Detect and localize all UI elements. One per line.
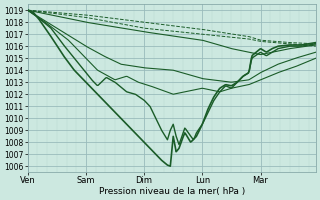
X-axis label: Pression niveau de la mer( hPa ): Pression niveau de la mer( hPa ) <box>99 187 245 196</box>
